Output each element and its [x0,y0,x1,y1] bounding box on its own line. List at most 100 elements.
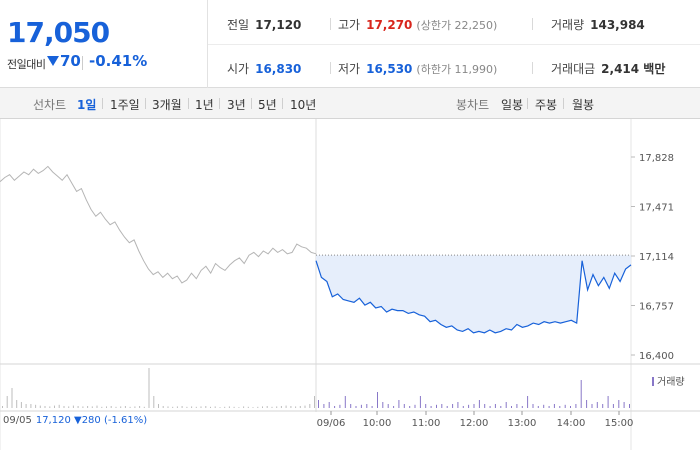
volume-bar [58,404,60,408]
volume-bar [304,405,306,408]
volume-bar [162,406,164,408]
volume-bar [158,404,159,408]
tab-1-day[interactable]: 1일 [77,98,97,112]
volume-bar [366,404,368,408]
volume-bar [446,406,448,408]
volume-bar [262,406,263,408]
volume-bar [314,396,315,408]
volume-bar [462,406,464,408]
volume-bar [516,404,518,408]
volume-bar [468,404,470,408]
upper-limit: (상한가 22,250) [416,19,498,32]
volume-bar [200,406,202,408]
series-line-prev-day [0,165,317,284]
volume-bar [623,402,625,408]
volume-bar [167,406,169,408]
volume-bar [377,392,378,408]
volume-bar [484,404,486,408]
day-low: 저가 16,530 (하한가 11,990) [338,60,497,77]
volume-bar [452,404,454,408]
tab-divider [563,98,564,109]
y-tick-label: 17,828 [639,153,674,164]
volume-bar [233,406,235,408]
tab-3-months[interactable]: 3개월 [152,98,182,112]
volume-bar [436,404,437,408]
prev-day-date: 09/05 [3,415,32,426]
volume-bar [16,400,18,408]
open-price: 시가 16,830 [227,60,301,77]
volume-bar [91,406,93,408]
volume-bar [219,407,221,408]
volume-bar [247,406,249,408]
y-axis: 17,828 17,471 17,114 16,757 16,400 [631,153,674,362]
tab-10-years[interactable]: 10년 [290,98,317,112]
change-label: 전일대비 [7,58,46,71]
candle-chart-header: 봉차트 [456,98,490,112]
volume-bar [398,400,400,408]
volume-bar [257,406,259,408]
chart-grid [0,119,700,450]
volume-bar [139,406,141,408]
tab-5-years[interactable]: 5년 [258,98,277,112]
change-amount-value: 70 [60,52,81,70]
tab-monthly-candle[interactable]: 월봉 [572,98,595,112]
volume-bar [129,406,131,408]
tab-divider [188,98,189,109]
volume-bar [110,406,112,408]
volume-bar [124,406,126,408]
tab-daily-candle[interactable]: 일봉 [501,98,524,112]
volume-bar [419,396,421,408]
volume-bar [77,406,79,408]
volume-bar [6,396,8,408]
volume-bars [2,368,630,408]
current-price-box: 17,050 전일대비 70 -0.41% [0,0,208,88]
volume-bar [339,404,341,408]
volume-legend-swatch [652,377,654,386]
volume: 거래량 143,984 [551,16,645,33]
volume-bar [441,404,443,408]
trade-amount-value: 2,414 백만 [601,62,666,76]
volume-bar [205,406,207,408]
volume-bar [228,406,230,408]
trade-amount-label: 거래대금 [551,62,596,76]
volume-bar [2,406,3,408]
volume-bar [115,406,117,408]
volume-bar [87,406,89,408]
volume-bar [299,406,301,408]
day-low-label: 저가 [338,62,361,76]
volume-bar [120,406,122,408]
volume-bar [478,400,480,408]
chart-tab-bar: 선차트 1일 1주일 3개월 1년 3년 5년 10년 봉차트 일봉 주봉 월봉 [0,88,700,119]
tab-divider [219,98,220,109]
volume-bar [39,405,41,408]
current-price: 17,050 [7,16,110,49]
volume-bar [323,404,325,408]
volume-bar [30,404,32,408]
x-tick-label: 11:00 [412,418,441,429]
tab-divider [102,98,103,109]
volume-bar [371,406,373,408]
volume-bar [489,406,491,408]
tab-1-week[interactable]: 1주일 [110,98,140,112]
tab-3-years[interactable]: 3년 [227,98,246,112]
volume-bar [20,402,22,408]
volume-bar [387,404,389,408]
volume-bar [143,406,145,408]
tab-weekly-candle[interactable]: 주봉 [535,98,558,112]
x-tick-label: 13:00 [508,418,537,429]
x-tick-label: 10:00 [363,418,392,429]
day-high-value: 17,270 [366,18,413,32]
volume-bar [176,406,178,408]
volume-bar [328,402,330,408]
volume-bar [285,405,287,408]
volume-bar [403,404,405,408]
volume-bar [68,406,70,408]
tab-1-year[interactable]: 1년 [195,98,214,112]
x-tick-label: 15:00 [605,418,634,429]
volume-bar [553,404,555,408]
change-amount: 70 [47,52,81,70]
volume-bar [532,404,534,408]
volume-bar [586,400,588,408]
volume-bar [494,404,496,408]
